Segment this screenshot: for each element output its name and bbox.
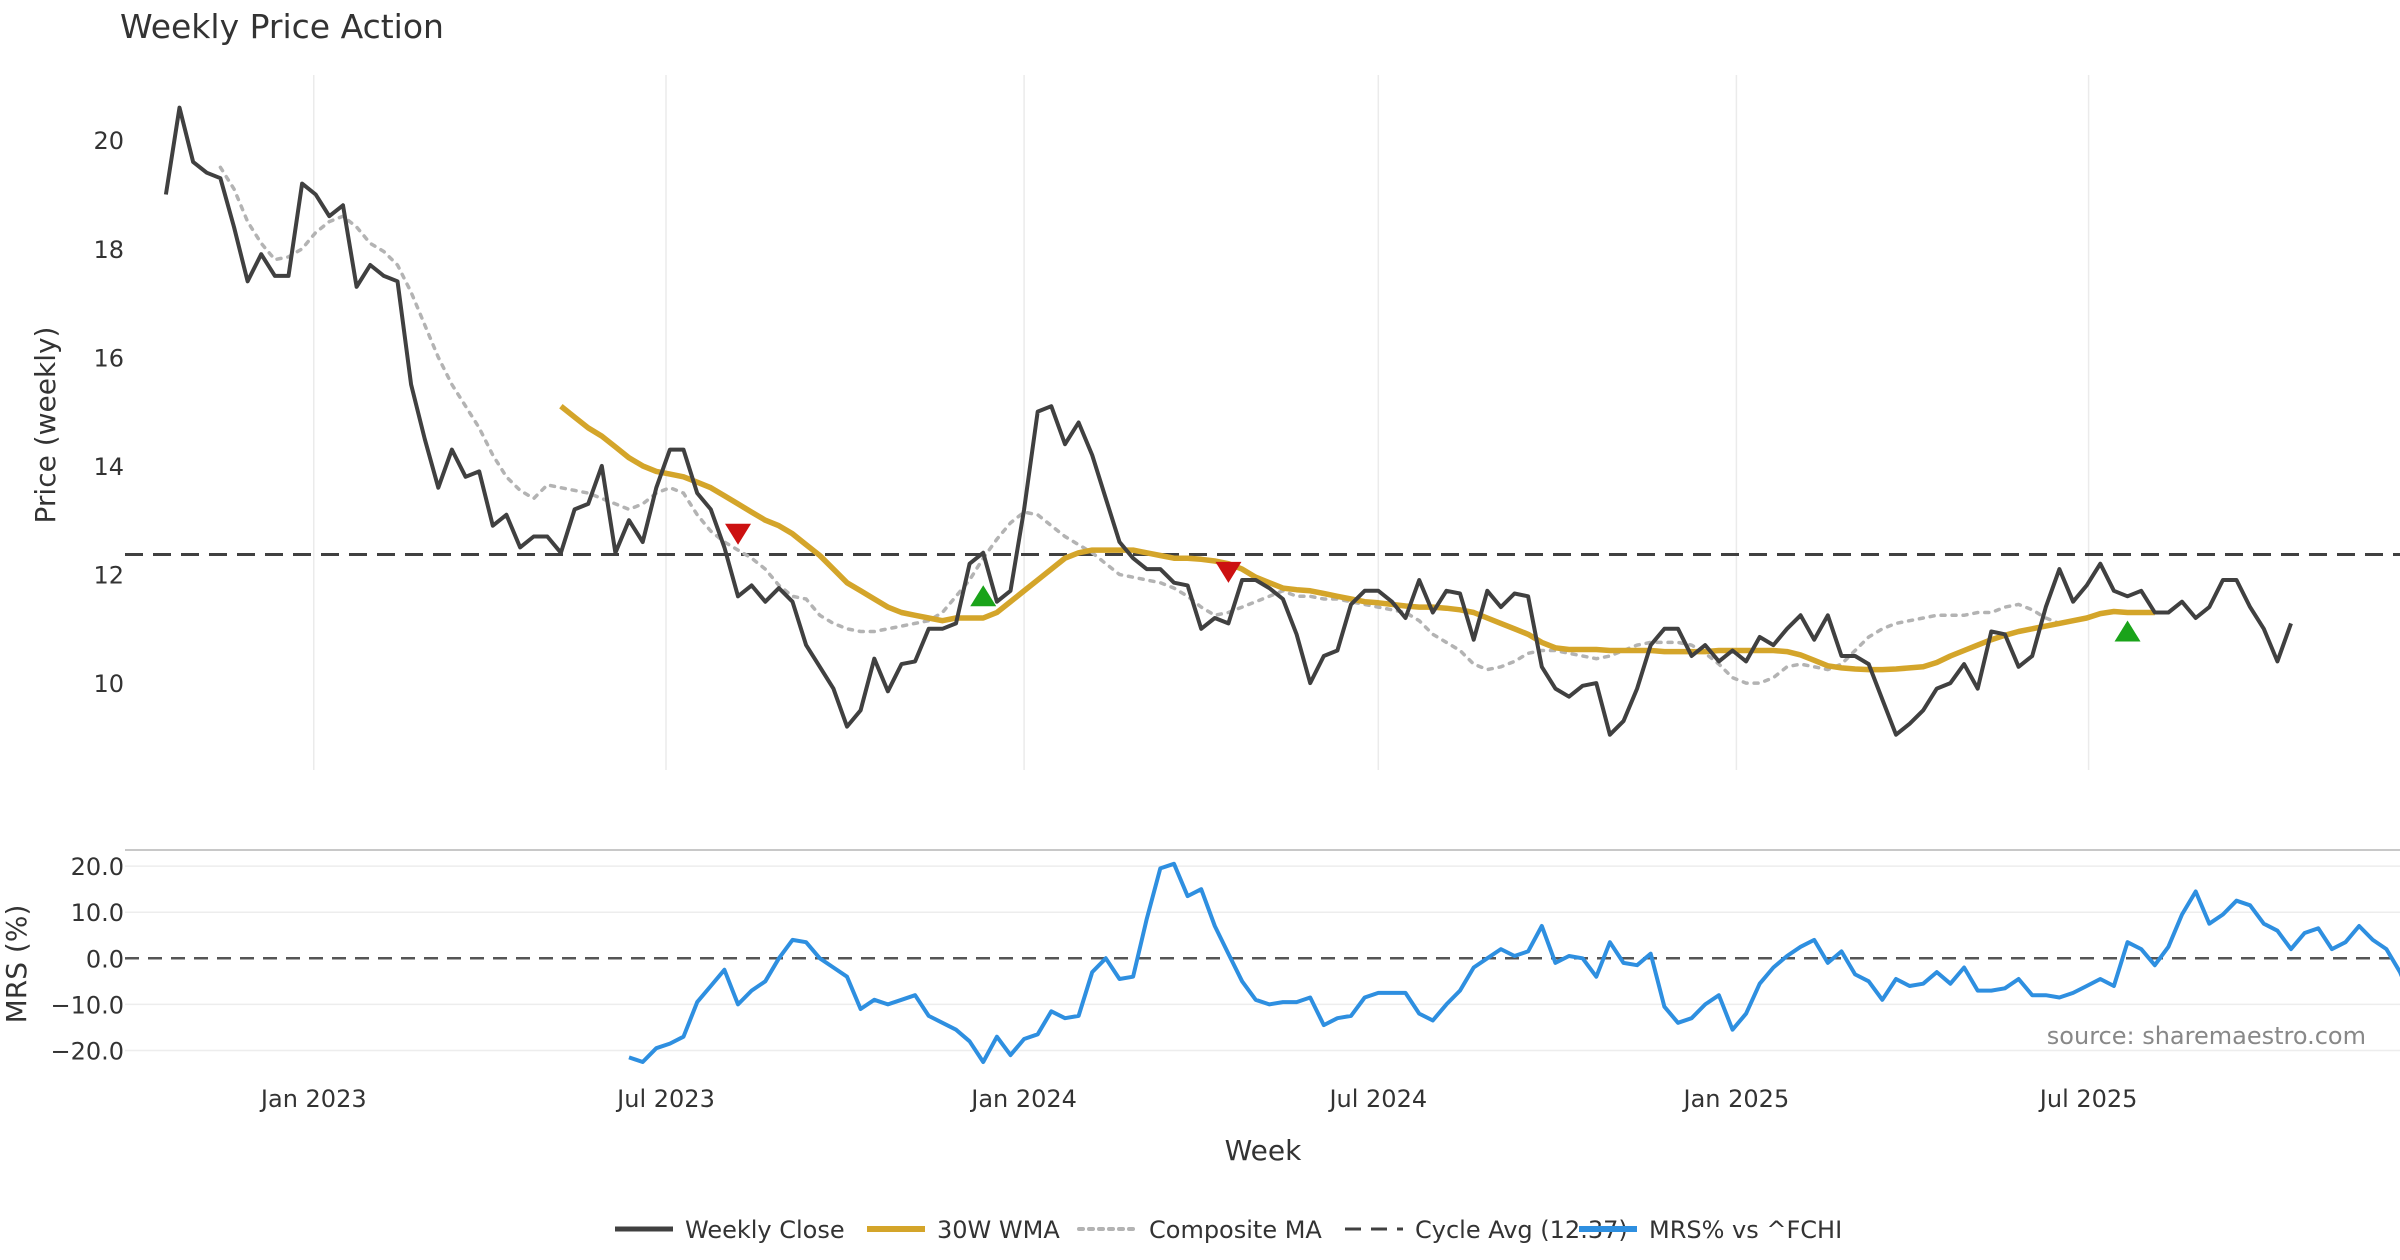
x-tick-label: Jan 2024 — [969, 1085, 1077, 1113]
legend-label-wma: 30W WMA — [937, 1216, 1060, 1244]
x-tick-label: Jul 2025 — [2038, 1085, 2138, 1113]
legend-label-mrs: MRS% vs ^FCHI — [1649, 1216, 1842, 1244]
mrs-ytick-label: 0.0 — [86, 945, 124, 973]
x-ticks: Jan 2023 Jul 2023 Jan 2024 Jul 2024 Jan 2025… — [259, 1085, 2138, 1113]
x-axis-title: Week — [1225, 1134, 1302, 1167]
legend: Weekly Close 30W WMA Composite MA Cycle Avg… — [615, 1216, 1842, 1244]
price-ytick-label: 10 — [93, 670, 124, 698]
price-ytick-label: 14 — [93, 453, 124, 481]
mrs-y-axis-title: MRS (%) — [0, 905, 33, 1024]
chart-title: Weekly Price Action — [120, 7, 444, 46]
weekly-close-line — [163, 105, 2293, 737]
mrs-line — [628, 861, 2400, 1064]
mrs-ytick-label: −20.0 — [50, 1037, 124, 1065]
mrs-ytick-label: −10.0 — [50, 991, 124, 1019]
x-tick-label: Jan 2023 — [259, 1085, 367, 1113]
legend-label-composite: Composite MA — [1149, 1216, 1322, 1244]
mrs-y-ticks: 20.0 10.0 0.0 −10.0 −20.0 — [50, 853, 124, 1065]
price-y-axis-title: Price (weekly) — [29, 327, 62, 524]
x-tick-label: Jan 2025 — [1682, 1085, 1790, 1113]
buy-signal-marker-3 — [2114, 620, 2141, 642]
mrs-grid — [125, 865, 2400, 1052]
x-tick-label: Jul 2024 — [1327, 1085, 1427, 1113]
mrs-ytick-label: 20.0 — [71, 853, 124, 881]
price-ytick-label: 12 — [93, 562, 124, 590]
sell-signal-marker-0 — [725, 523, 752, 545]
price-ytick-label: 18 — [93, 236, 124, 264]
mrs-ytick-label: 10.0 — [71, 899, 124, 927]
price-ytick-label: 16 — [93, 344, 124, 372]
buy-signal-marker-1 — [970, 585, 997, 607]
price-y-ticks: 10 12 14 16 18 20 — [93, 127, 124, 698]
sell-signal-marker-2 — [1215, 561, 1242, 583]
signal-markers — [725, 523, 2141, 642]
composite-ma-line — [218, 165, 2062, 685]
legend-label-close: Weekly Close — [685, 1216, 845, 1244]
source-label: source: sharemaestro.com — [2047, 1022, 2366, 1050]
price-ytick-label: 20 — [93, 127, 124, 155]
x-tick-label: Jul 2023 — [615, 1085, 715, 1113]
